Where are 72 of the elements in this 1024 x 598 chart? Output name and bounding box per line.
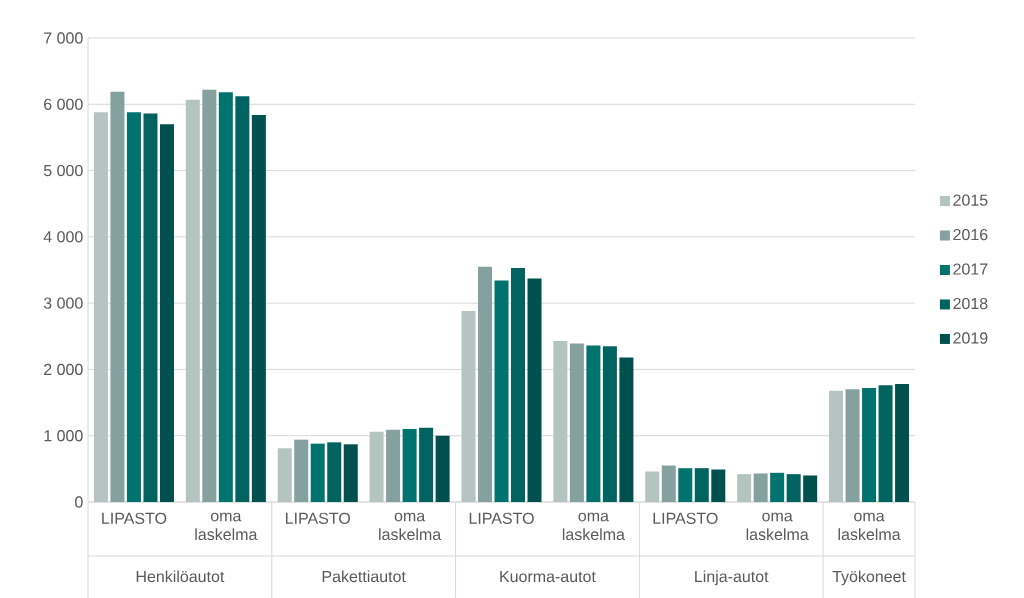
x-tick-label: LIPASTO: [102, 512, 167, 524]
y-tick-label: 5 000: [43, 164, 83, 177]
bar: [569, 343, 584, 502]
y-tick-label: 2 000: [44, 363, 83, 375]
x-tick-label: oma laskelma: [746, 512, 809, 540]
y-tick-label: 1 000: [44, 429, 83, 442]
bar: [126, 112, 141, 502]
bar: [737, 473, 752, 502]
bar: [251, 114, 266, 502]
bar: [678, 467, 693, 502]
text: Linja-autot: [695, 570, 769, 586]
bar: [895, 383, 910, 502]
y-tick-label: 6 000: [44, 98, 83, 110]
legend-label: 2015: [953, 194, 988, 206]
legend-label: 2017: [953, 263, 988, 275]
y-tick-label: 4 000: [43, 230, 83, 243]
bar: [110, 91, 125, 502]
bar: [93, 112, 108, 502]
text: Pakettiautot: [322, 570, 406, 582]
bar: [369, 431, 384, 502]
bar: [235, 96, 250, 502]
legend-label: 2016: [953, 228, 988, 241]
x-tick-label: LIPASTO: [285, 512, 351, 524]
bar: [310, 443, 325, 502]
bar: [553, 340, 568, 502]
bar: [694, 467, 709, 502]
bar: [645, 471, 660, 502]
legend-label: 2018: [953, 297, 988, 309]
bar: [511, 267, 526, 502]
bar: [862, 387, 877, 502]
y-tick-label: 3 000: [43, 297, 83, 309]
bar: [218, 92, 233, 502]
x-tick-label: LIPASTO: [653, 512, 718, 524]
x-tick-label: oma laskelma: [838, 512, 901, 540]
bar: [829, 390, 844, 502]
x-tick-label: oma laskelma: [562, 512, 625, 540]
bar: [343, 444, 358, 502]
bar: [202, 89, 217, 502]
bar: [602, 345, 617, 502]
bar: [845, 389, 860, 502]
bar: [294, 439, 309, 502]
bar: [419, 427, 434, 502]
text: Työkoneet: [832, 570, 906, 586]
y-tick-label: 7 000: [44, 32, 83, 44]
bar: [478, 266, 492, 502]
legend-label: 2019: [953, 332, 988, 344]
bar: [586, 345, 601, 502]
bar: [527, 278, 542, 502]
x-tick-label: oma laskelma: [195, 512, 258, 540]
bar: [770, 472, 785, 502]
bar: [753, 473, 768, 502]
bar: [619, 357, 634, 502]
bar: [435, 435, 450, 502]
text: Henkilöautot: [136, 570, 225, 582]
bar: [402, 428, 417, 502]
bar: [159, 123, 174, 502]
bar: [277, 448, 292, 502]
bar: [711, 469, 726, 502]
bar: [786, 473, 801, 502]
bar: [327, 442, 342, 502]
text: Kuorma-autot: [500, 570, 596, 582]
bar: [386, 429, 401, 502]
bar: [143, 113, 158, 502]
bar: [661, 465, 676, 502]
bar: [185, 99, 200, 502]
x-tick-label: oma laskelma: [379, 512, 442, 540]
bar: [878, 385, 893, 502]
bar: [461, 310, 476, 502]
bar: [803, 475, 818, 502]
y-tick-label: 0: [75, 496, 83, 508]
x-tick-label: LIPASTO: [469, 512, 534, 524]
bar: [494, 280, 509, 502]
